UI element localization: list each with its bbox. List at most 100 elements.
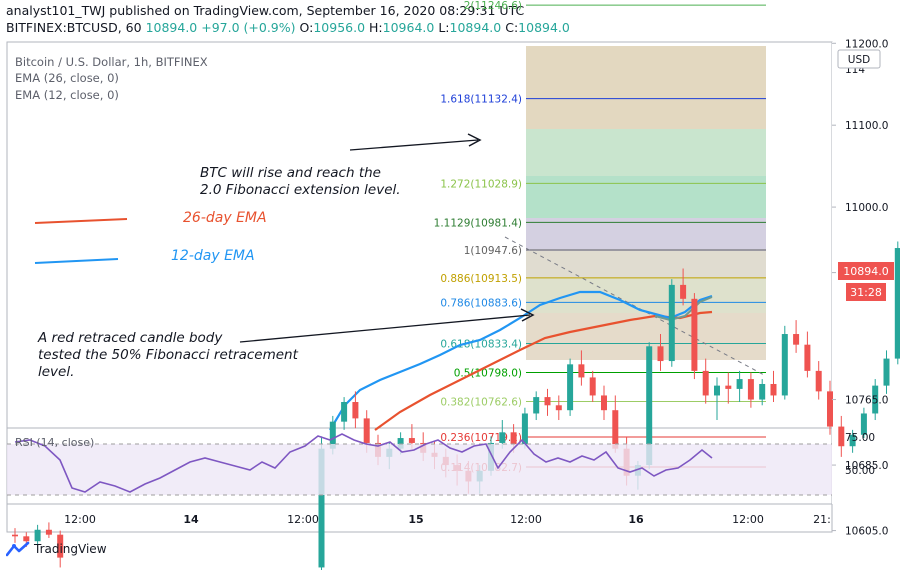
candle-series[interactable] — [12, 237, 900, 570]
candle[interactable] — [883, 350, 890, 394]
candle[interactable] — [34, 524, 41, 545]
low-label: L: — [438, 20, 450, 35]
time-tick-label: 15 — [408, 513, 423, 526]
candle[interactable] — [521, 407, 528, 449]
candle-body — [510, 432, 517, 445]
rsi-tick-75: 75.00 — [845, 432, 875, 444]
rsi-line[interactable] — [14, 433, 713, 493]
last-price-tag-text: 10894.0 — [843, 265, 889, 278]
candle[interactable] — [770, 370, 777, 403]
fib-level-label: 1.618(11132.4) — [440, 94, 522, 106]
candle[interactable] — [747, 372, 754, 408]
candle[interactable] — [849, 429, 856, 453]
candle-body — [680, 284, 687, 299]
candle[interactable] — [567, 358, 574, 416]
candle-body — [691, 298, 698, 371]
fib-level-label: 0.382(10762.6) — [440, 397, 522, 409]
candle-body — [521, 413, 528, 445]
candle[interactable] — [894, 241, 900, 365]
candle[interactable] — [804, 331, 811, 378]
candle-body — [838, 426, 845, 447]
candle[interactable] — [657, 334, 664, 371]
candle[interactable] — [838, 415, 845, 457]
candle-body — [612, 410, 619, 449]
close-value: 10894.0 — [518, 20, 570, 35]
candle[interactable] — [691, 293, 698, 380]
candle[interactable] — [702, 358, 709, 404]
candle-body — [646, 346, 653, 466]
rise-note-line1: BTC will rise and reach the — [200, 165, 381, 181]
candle-body — [318, 448, 325, 568]
candle[interactable] — [860, 407, 867, 439]
time-tick-label: 21: — [813, 513, 831, 526]
candle-body — [702, 370, 709, 396]
time-tick-label: 12:00 — [287, 513, 319, 526]
candle[interactable] — [827, 380, 833, 435]
trend-line[interactable] — [504, 236, 767, 377]
price-tick-labels: 11300.011200.011100.011000.010920.010765… — [832, 38, 888, 538]
countdown-tag-text: 31:28 — [850, 286, 882, 299]
candle-body — [601, 395, 607, 411]
candle[interactable] — [725, 372, 732, 404]
candle[interactable] — [12, 528, 18, 543]
time-axis[interactable]: 12:00 14 12:00 15 12:00 16 12:00 21: — [64, 513, 831, 526]
candle[interactable] — [533, 391, 540, 421]
candle-body — [894, 248, 900, 359]
fib-level-label: 1.272(11028.9) — [440, 178, 522, 190]
candle-body — [860, 413, 867, 435]
fib-level-label: 0.236(10719.2) — [440, 432, 522, 444]
ema12-key-line — [34, 258, 119, 264]
candle[interactable] — [736, 370, 743, 403]
candle[interactable] — [601, 385, 607, 421]
rsi-band — [7, 444, 832, 495]
candle[interactable] — [57, 530, 64, 568]
candle[interactable] — [759, 379, 766, 406]
candle[interactable] — [714, 377, 720, 421]
candle-body — [408, 438, 415, 443]
currency-label: USD — [848, 54, 870, 66]
candle-body — [770, 383, 777, 396]
candle[interactable] — [352, 391, 359, 429]
candle[interactable] — [499, 420, 506, 449]
candle[interactable] — [815, 361, 822, 400]
candle-body — [45, 529, 52, 535]
candle[interactable] — [544, 388, 551, 416]
price-tick-label: 10685.0 — [845, 460, 888, 472]
candle-body — [23, 536, 30, 542]
candle-body — [759, 383, 766, 400]
candle[interactable] — [680, 268, 687, 306]
countdown-tag — [846, 283, 886, 301]
candle-body — [872, 385, 879, 414]
price-change: +97.0 (+0.9%) — [201, 20, 296, 35]
candle[interactable] — [578, 350, 585, 386]
candle[interactable] — [45, 522, 52, 538]
candle[interactable] — [872, 379, 879, 421]
retrace-arrowhead — [520, 308, 535, 322]
candle-body — [578, 364, 585, 378]
candle[interactable] — [781, 325, 788, 400]
fib-band-top — [526, 46, 766, 129]
candle[interactable] — [612, 395, 619, 453]
close-label: C: — [505, 20, 519, 35]
ema-12-line[interactable] — [329, 290, 713, 431]
candle-body — [736, 379, 743, 389]
currency-badge[interactable] — [837, 49, 881, 69]
fibonacci-extension[interactable]: 2.618(11431.4)2(11246.6)1.618(11132.4)1.… — [434, 0, 766, 474]
fib-band-5 — [526, 251, 766, 277]
candle[interactable] — [341, 397, 348, 430]
candle-body — [714, 385, 720, 396]
fib-band-7 — [526, 313, 766, 360]
ema12-legend: EMA (12, close, 0) — [15, 88, 119, 102]
candle[interactable] — [793, 320, 800, 353]
candle[interactable] — [589, 370, 596, 403]
tradingview-logo[interactable]: TradingView — [6, 541, 107, 557]
fib-level-label: 0.786(10883.6) — [440, 297, 522, 309]
candle[interactable] — [668, 279, 675, 367]
candle-body — [657, 346, 664, 362]
ticker: BITFINEX:BTCUSD, 60 — [6, 20, 142, 35]
candle-body — [827, 391, 833, 427]
price-tick-label: 10605.0 — [845, 526, 888, 538]
candle-body — [804, 344, 811, 371]
candle[interactable] — [555, 395, 562, 421]
